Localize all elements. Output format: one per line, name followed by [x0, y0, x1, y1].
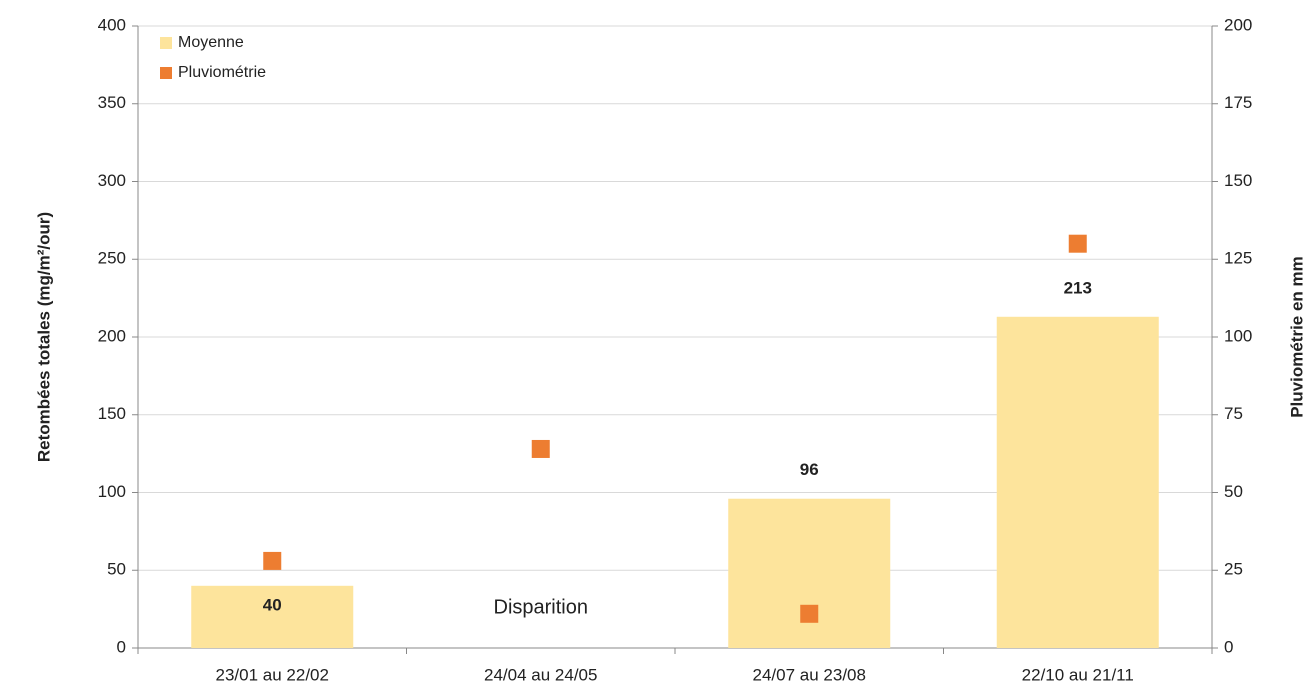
- y2-tick-label: 50: [1224, 482, 1243, 501]
- y-tick-label: 250: [98, 249, 126, 268]
- marker: [1068, 234, 1087, 253]
- y2-tick-label: 100: [1224, 326, 1252, 345]
- x-tick-label: 23/01 au 22/02: [216, 665, 329, 684]
- y2-tick-label: 125: [1224, 249, 1252, 268]
- marker: [263, 551, 282, 570]
- y-axis-label: Retombées totales (mg/m²/our): [34, 212, 53, 462]
- x-tick-label: 22/10 au 21/11: [1022, 665, 1134, 684]
- legend-swatch: [160, 67, 172, 79]
- data-label: 40: [263, 595, 282, 614]
- marker: [531, 439, 550, 458]
- data-label: 213: [1064, 278, 1092, 297]
- y-tick-label: 150: [98, 404, 126, 423]
- x-tick-label: 24/07 au 23/08: [753, 665, 866, 684]
- bar: [728, 498, 891, 648]
- legend-label: Pluviométrie: [178, 64, 266, 81]
- y2-tick-label: 150: [1224, 171, 1252, 190]
- bar: [191, 585, 354, 648]
- y-tick-label: 350: [98, 93, 126, 112]
- y2-axis-label: Pluviométrie en mm: [1287, 256, 1306, 418]
- x-tick-label: 24/04 au 24/05: [484, 665, 597, 684]
- bar: [996, 316, 1159, 648]
- y-tick-label: 50: [107, 560, 126, 579]
- marker: [800, 604, 819, 623]
- data-label: 96: [800, 460, 819, 479]
- y2-tick-label: 175: [1224, 93, 1252, 112]
- annotation: Disparition: [494, 596, 588, 618]
- y2-tick-label: 25: [1224, 560, 1243, 579]
- y-tick-label: 300: [98, 171, 126, 190]
- y2-tick-label: 75: [1224, 404, 1243, 423]
- y-tick-label: 100: [98, 482, 126, 501]
- y-tick-label: 0: [117, 637, 126, 656]
- y-tick-label: 200: [98, 326, 126, 345]
- y2-tick-label: 0: [1224, 637, 1233, 656]
- y2-tick-label: 200: [1224, 15, 1252, 34]
- legend-swatch: [160, 37, 172, 49]
- legend-label: Moyenne: [178, 34, 244, 51]
- y-tick-label: 400: [98, 15, 126, 34]
